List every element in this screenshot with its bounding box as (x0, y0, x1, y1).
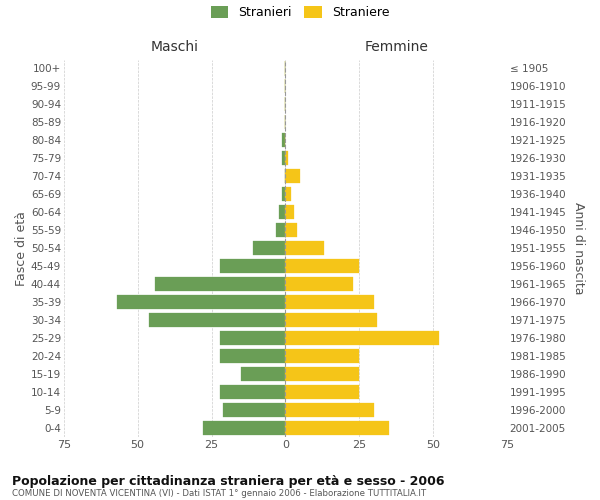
Bar (283, 152, 286, 166)
Bar (286, 368, 359, 382)
Bar (220, 350, 286, 364)
Bar (286, 421, 389, 435)
Bar (223, 403, 286, 417)
Bar (286, 260, 359, 274)
Legend: Stranieri, Straniere: Stranieri, Straniere (211, 6, 389, 19)
Bar (286, 296, 374, 310)
Text: COMUNE DI NOVENTA VICENTINA (VI) - Dati ISTAT 1° gennaio 2006 - Elaborazione TUT: COMUNE DI NOVENTA VICENTINA (VI) - Dati … (12, 488, 426, 498)
Bar (155, 278, 286, 291)
Bar (286, 385, 359, 400)
Bar (283, 134, 286, 147)
Text: Popolazione per cittadinanza straniera per età e sesso - 2006: Popolazione per cittadinanza straniera p… (12, 474, 445, 488)
Bar (286, 152, 289, 166)
Bar (280, 206, 286, 220)
Bar (286, 206, 294, 220)
Bar (220, 260, 286, 274)
Bar (220, 332, 286, 345)
Bar (286, 242, 324, 256)
Bar (286, 188, 291, 202)
Bar (286, 224, 297, 237)
Bar (149, 314, 286, 328)
Bar (283, 188, 286, 202)
Bar (286, 170, 300, 183)
Bar (286, 278, 353, 291)
Y-axis label: Anni di nascita: Anni di nascita (572, 202, 585, 294)
Bar (286, 332, 439, 345)
Text: Femmine: Femmine (364, 40, 428, 54)
Bar (220, 385, 286, 400)
Bar (286, 314, 377, 328)
Bar (277, 224, 286, 237)
Y-axis label: Fasce di età: Fasce di età (15, 211, 28, 286)
Text: Maschi: Maschi (151, 40, 199, 54)
Bar (253, 242, 286, 256)
Bar (203, 421, 286, 435)
Bar (117, 296, 286, 310)
Bar (286, 350, 359, 364)
Bar (241, 368, 286, 382)
Bar (286, 403, 374, 417)
